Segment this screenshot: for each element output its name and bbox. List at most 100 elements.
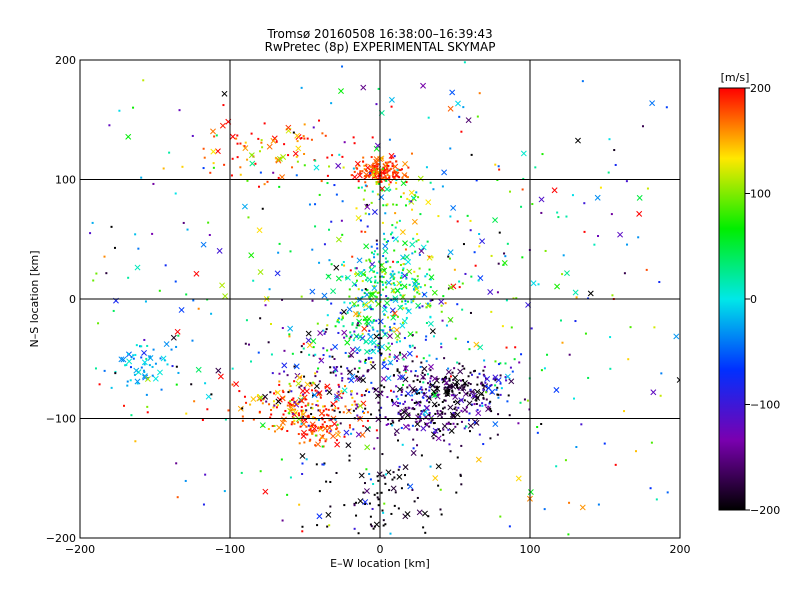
data-point-x: [296, 374, 303, 381]
data-point: [373, 447, 376, 450]
data-point-x: [285, 124, 292, 131]
data-point: [414, 370, 417, 373]
data-point: [399, 263, 402, 266]
data-point: [400, 195, 403, 198]
data-point: [292, 412, 295, 415]
data-point: [371, 387, 374, 390]
data-point-x: [200, 241, 207, 248]
data-point: [129, 366, 132, 369]
data-point: [326, 349, 329, 352]
data-point-x: [447, 105, 454, 112]
data-point-x: [332, 343, 339, 350]
data-point-x: [449, 89, 456, 96]
data-point: [540, 369, 543, 372]
data-point: [127, 352, 130, 355]
data-point: [289, 403, 292, 406]
data-point-x: [120, 356, 127, 363]
data-point: [556, 211, 559, 214]
data-point: [423, 409, 426, 412]
data-point-x: [392, 236, 399, 242]
data-point: [422, 377, 425, 380]
data-point: [399, 409, 402, 412]
data-point-x: [392, 163, 399, 170]
data-point: [583, 202, 586, 205]
data-point: [360, 393, 363, 396]
data-point: [393, 322, 396, 325]
data-point: [314, 434, 317, 437]
data-point: [361, 280, 364, 283]
data-point: [377, 291, 380, 294]
data-point-x: [294, 132, 301, 139]
data-point: [305, 458, 308, 461]
data-point: [318, 409, 321, 412]
data-point: [127, 276, 130, 279]
data-point: [428, 386, 431, 389]
data-point-x: [441, 169, 448, 176]
data-point: [363, 394, 366, 397]
data-point: [321, 418, 324, 421]
data-point-x: [388, 96, 395, 103]
data-point: [137, 247, 140, 250]
data-point: [499, 515, 502, 518]
data-point: [322, 329, 325, 332]
data-point: [328, 228, 331, 231]
data-point: [469, 371, 472, 374]
data-point: [413, 270, 416, 273]
data-point: [389, 362, 392, 365]
data-point: [267, 428, 270, 431]
data-point: [410, 370, 413, 373]
data-point: [384, 482, 387, 485]
data-point: [391, 171, 394, 174]
data-point-x: [134, 264, 141, 271]
data-point: [176, 496, 179, 499]
data-point: [175, 345, 178, 348]
data-point: [419, 416, 422, 419]
data-point: [425, 422, 428, 425]
data-point: [506, 242, 509, 245]
data-point-x: [341, 329, 348, 336]
data-point: [344, 385, 347, 388]
data-point-x: [142, 374, 149, 381]
data-point: [465, 410, 468, 413]
data-point: [301, 525, 304, 528]
data-point: [314, 424, 317, 427]
data-point: [322, 409, 325, 412]
data-point-x: [256, 227, 263, 234]
data-point: [357, 288, 360, 291]
data-point: [328, 165, 331, 168]
data-point-x: [390, 485, 397, 492]
data-point: [245, 401, 248, 404]
data-point-x: [564, 270, 570, 277]
data-point: [371, 166, 374, 169]
data-point: [314, 375, 317, 378]
data-point: [458, 280, 461, 283]
data-point: [343, 141, 346, 144]
data-point: [368, 502, 371, 505]
data-point: [387, 161, 390, 164]
data-point: [408, 407, 411, 410]
data-point: [403, 474, 406, 477]
data-point: [355, 326, 358, 329]
data-point: [396, 397, 399, 400]
data-point: [371, 190, 374, 193]
data-point: [397, 412, 400, 415]
data-point-x: [335, 431, 341, 438]
data-point: [453, 394, 456, 397]
data-point: [482, 369, 485, 372]
data-point: [402, 307, 405, 310]
data-point: [295, 174, 298, 177]
data-point: [415, 401, 418, 404]
data-point: [398, 371, 401, 374]
data-point: [317, 391, 320, 394]
data-point: [363, 308, 366, 311]
data-point: [377, 346, 380, 349]
data-point: [201, 419, 204, 422]
data-point-x: [673, 333, 680, 340]
data-point: [381, 270, 384, 273]
data-point: [392, 175, 395, 178]
data-point-x: [193, 270, 200, 277]
data-point: [404, 365, 407, 368]
data-point: [395, 385, 398, 388]
data-point: [426, 382, 429, 385]
data-point: [544, 249, 547, 252]
